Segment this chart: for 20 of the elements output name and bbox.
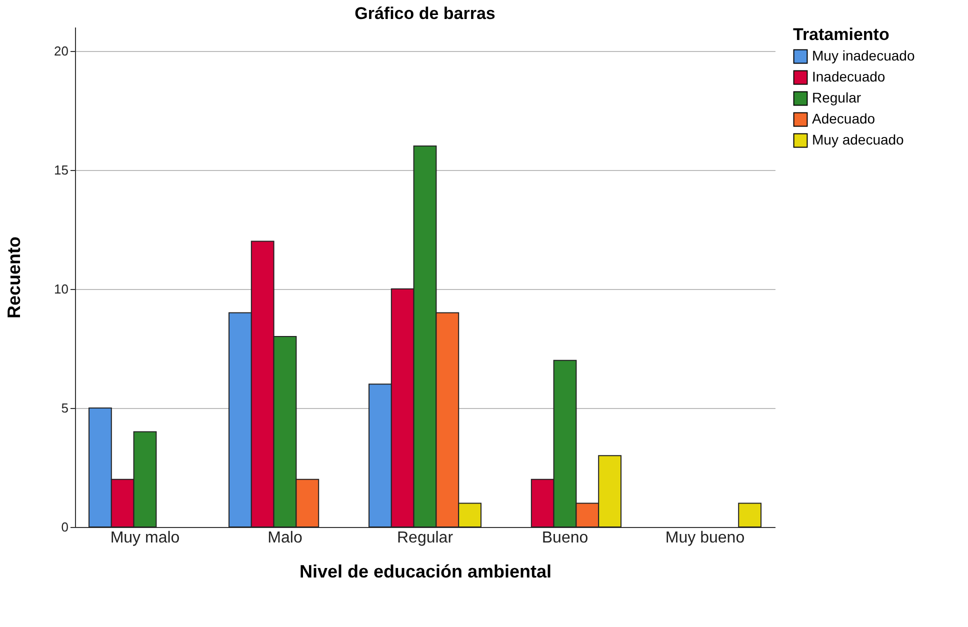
legend-label: Muy adecuado: [812, 132, 904, 148]
y-tick-label: 0: [61, 520, 68, 534]
legend-label: Inadecuado: [812, 68, 886, 84]
x-axis-title: Nivel de educación ambiental: [299, 562, 552, 582]
y-tick-label: 10: [54, 281, 68, 296]
x-tick-label: Regular: [396, 530, 454, 546]
y-tick-label: 20: [54, 43, 68, 58]
x-tick-label: Bueno: [542, 530, 588, 546]
bar: [738, 502, 762, 528]
x-tick-label: Muy bueno: [665, 530, 745, 546]
y-tick-label: 5: [61, 400, 68, 416]
y-tick-label: 15: [54, 162, 68, 178]
legend-title: Tratamiento: [793, 25, 890, 44]
x-tick-label: Muy malo: [110, 530, 180, 546]
legend-label: Regular: [812, 90, 862, 106]
chart-title: Gráfico de barras: [354, 4, 496, 23]
legend-label: Muy inadecuado: [812, 48, 915, 64]
legend-label: Adecuado: [812, 110, 876, 126]
x-tick-label: Malo: [268, 530, 302, 546]
y-axis-title: Recuento: [4, 236, 24, 319]
